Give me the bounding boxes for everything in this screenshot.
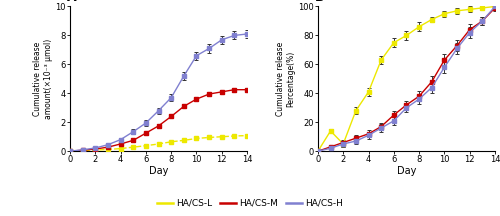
Y-axis label: Cumulative release
amount(×10⁻³ μmol): Cumulative release amount(×10⁻³ μmol) bbox=[33, 39, 52, 119]
X-axis label: Day: Day bbox=[149, 166, 168, 176]
X-axis label: Day: Day bbox=[397, 166, 416, 176]
Legend: HA/CS-L, HA/CS-M, HA/CS-H: HA/CS-L, HA/CS-M, HA/CS-H bbox=[153, 195, 347, 211]
Text: B: B bbox=[314, 0, 324, 4]
Text: A: A bbox=[66, 0, 76, 4]
Y-axis label: Cumulative release
Percentage(%): Cumulative release Percentage(%) bbox=[276, 42, 295, 116]
